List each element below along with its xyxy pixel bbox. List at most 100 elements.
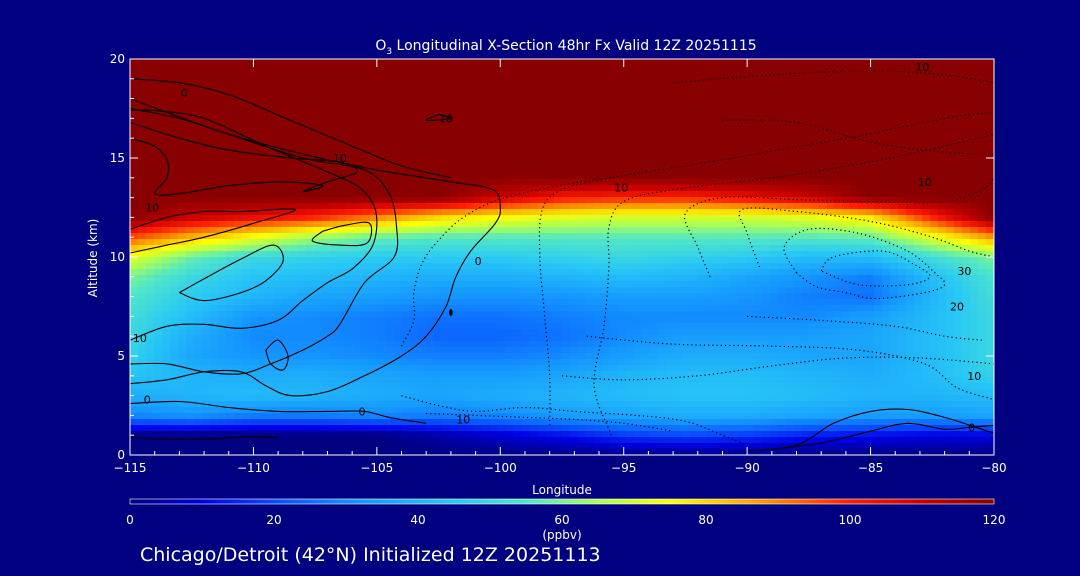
heatmap-cell (250, 185, 259, 192)
heatmap-cell (402, 239, 411, 246)
heatmap-cell (770, 179, 779, 186)
heatmap-cell (498, 173, 507, 180)
heatmap-cell (922, 101, 931, 108)
heatmap-cell (658, 83, 667, 90)
heatmap-cell (810, 251, 819, 258)
heatmap-cell (170, 173, 179, 180)
heatmap-cell (130, 215, 139, 222)
heatmap-cell (978, 293, 987, 300)
heatmap-cell (610, 77, 619, 84)
heatmap-cell (906, 215, 915, 222)
heatmap-cell (594, 233, 603, 240)
heatmap-cell (370, 227, 379, 234)
heatmap-cell (602, 299, 611, 306)
heatmap-cell (866, 149, 875, 156)
heatmap-cell (890, 227, 899, 234)
heatmap-cell (930, 113, 939, 120)
heatmap-cell (954, 149, 963, 156)
heatmap-cell (410, 155, 419, 162)
heatmap-cell (882, 317, 891, 324)
heatmap-cell (618, 185, 627, 192)
heatmap-cell (474, 275, 483, 282)
heatmap-cell (810, 179, 819, 186)
heatmap-cell (266, 65, 275, 72)
heatmap-cell (722, 209, 731, 216)
heatmap-cell (962, 197, 971, 204)
heatmap-cell (298, 113, 307, 120)
heatmap-cell (882, 77, 891, 84)
heatmap-cell (626, 131, 635, 138)
heatmap-cell (866, 257, 875, 264)
heatmap-cell (482, 101, 491, 108)
heatmap-cell (250, 125, 259, 132)
heatmap-cell (226, 329, 235, 336)
heatmap-cell (370, 215, 379, 222)
heatmap-cell (186, 245, 195, 252)
heatmap-cell (186, 203, 195, 210)
heatmap-cell (810, 221, 819, 228)
heatmap-cell (794, 143, 803, 150)
heatmap-cell (178, 95, 187, 102)
heatmap-cell (338, 281, 347, 288)
heatmap-cell (834, 59, 843, 66)
heatmap-cell (618, 113, 627, 120)
heatmap-cell (714, 293, 723, 300)
heatmap-cell (506, 89, 515, 96)
heatmap-cell (218, 59, 227, 66)
heatmap-cell (482, 245, 491, 252)
heatmap-cell (354, 239, 363, 246)
heatmap-cell (938, 239, 947, 246)
heatmap-cell (194, 119, 203, 126)
heatmap-cell (706, 329, 715, 336)
heatmap-cell (418, 287, 427, 294)
heatmap-cell (186, 281, 195, 288)
heatmap-cell (538, 173, 547, 180)
heatmap-cell (858, 287, 867, 294)
heatmap-cell (314, 287, 323, 294)
heatmap-cell (234, 323, 243, 330)
heatmap-cell (506, 209, 515, 216)
heatmap-cell (346, 257, 355, 264)
heatmap-cell (634, 275, 643, 282)
heatmap-cell (562, 329, 571, 336)
heatmap-cell (394, 131, 403, 138)
heatmap-cell (706, 65, 715, 72)
heatmap-cell (202, 209, 211, 216)
heatmap-cell (698, 143, 707, 150)
heatmap-cell (754, 95, 763, 102)
heatmap-cell (386, 197, 395, 204)
heatmap-cell (546, 329, 555, 336)
heatmap-cell (706, 227, 715, 234)
heatmap-cell (410, 269, 419, 276)
heatmap-cell (506, 161, 515, 168)
heatmap-cell (826, 155, 835, 162)
heatmap-cell (946, 83, 955, 90)
heatmap-cell (322, 131, 331, 138)
heatmap-cell (178, 125, 187, 132)
heatmap-cell (946, 191, 955, 198)
heatmap-cell (330, 113, 339, 120)
heatmap-cell (778, 143, 787, 150)
heatmap-cell (682, 167, 691, 174)
heatmap-cell (698, 203, 707, 210)
heatmap-cell (194, 77, 203, 84)
heatmap-cell (914, 275, 923, 282)
heatmap-cell (330, 227, 339, 234)
heatmap-cell (282, 77, 291, 84)
heatmap-cell (298, 197, 307, 204)
heatmap-cell (722, 185, 731, 192)
heatmap-cell (458, 263, 467, 270)
heatmap-cell (794, 221, 803, 228)
heatmap-cell (882, 209, 891, 216)
heatmap-cell (482, 131, 491, 138)
heatmap-cell (362, 143, 371, 150)
heatmap-cell (698, 227, 707, 234)
heatmap-cell (682, 179, 691, 186)
heatmap-cell (722, 113, 731, 120)
heatmap-cell (954, 221, 963, 228)
heatmap-cell (970, 113, 979, 120)
heatmap-cell (474, 305, 483, 312)
heatmap-cell (138, 131, 147, 138)
heatmap-cell (410, 239, 419, 246)
